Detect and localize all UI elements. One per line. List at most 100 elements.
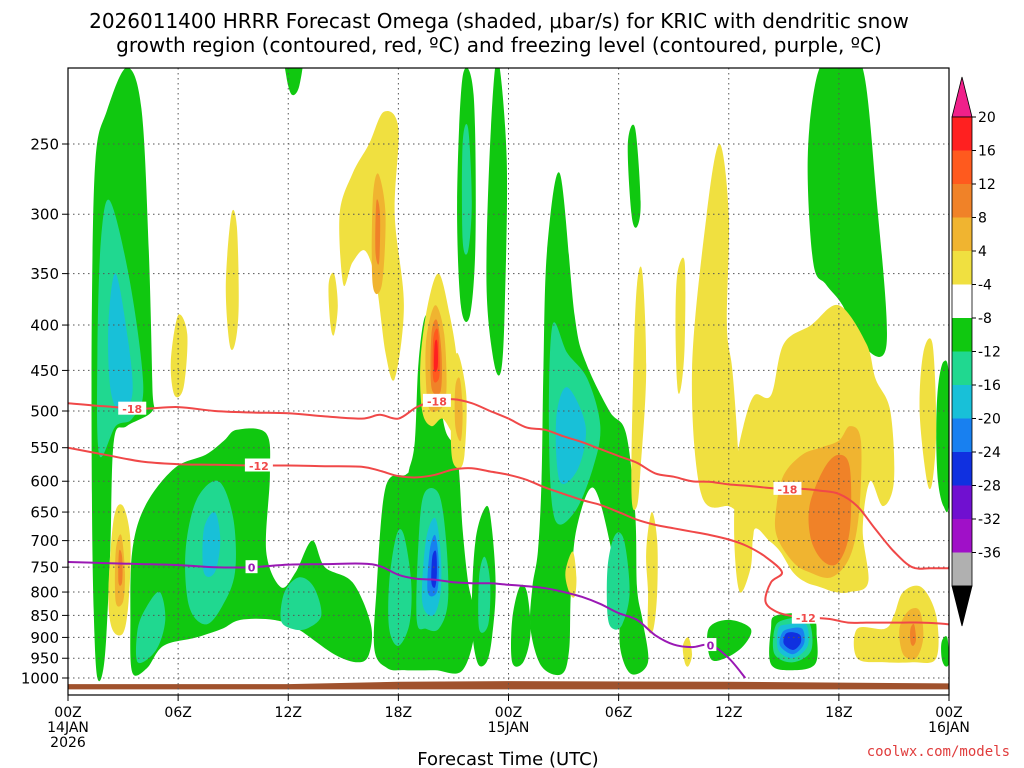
omega-region-59 [646,511,658,634]
omega-region-53 [675,257,686,394]
omega-region-50 [454,377,463,442]
colorbar-swatch-8 [952,385,972,419]
omega-region-54 [691,144,741,511]
omega-region-9 [388,529,412,646]
omega-region-2 [108,273,133,412]
colorbar-label-10: -24 [978,445,1001,461]
y-tick-label-900: 900 [30,629,59,647]
colorbar-label-2: 12 [978,177,996,193]
omega-region-24 [284,68,303,96]
omega-region-38 [170,314,188,398]
colorbar-swatch-13 [952,552,972,586]
y-tick-label-1000: 1000 [21,670,59,688]
omega-region-58 [739,467,755,548]
colorbar-label-3: 8 [978,211,987,227]
omega-region-16 [510,584,531,667]
y-tick-label-850: 850 [30,607,59,625]
omega-region-23 [461,123,472,255]
omega-region-63 [910,623,917,646]
omega-region-33 [936,360,949,513]
contour-label-bg-3 [244,458,273,472]
contour-label-2: -18 [778,483,798,496]
contour-label-0: -18 [122,403,142,416]
contour-label-1: -18 [427,395,447,408]
contour-label-3: -12 [249,460,269,473]
omega-region-57 [808,454,852,566]
y-tick-label-700: 700 [30,532,59,550]
credit-text[interactable]: coolwx.com/models [867,744,1010,760]
y-tick-label-500: 500 [30,402,59,420]
omega-region-6 [202,511,221,577]
colorbar-swatch-2 [952,184,972,218]
colorbar-label-6: -8 [978,311,992,327]
omega-region-20 [606,532,630,630]
contour-label-6: 0 [707,640,715,653]
x-tick-label-24-0: 00Z [495,705,522,721]
x-tick-label-18-0: 18Z [385,705,412,721]
contour-label-bg-1 [422,393,451,407]
chart-title: 2026011400 HRRR Forecast Omega (shaded, … [89,9,909,57]
omega-region-32 [783,632,802,650]
title-line-1: 2026011400 HRRR Forecast Omega (shaded, … [89,9,909,33]
x-tick-label-36-0: 12Z [715,705,742,721]
omega-region-26 [807,68,887,357]
colorbar-swatch-4 [952,251,972,285]
x-tick-label-42-0: 18Z [825,705,852,721]
contour--18 [68,398,949,570]
y-tick-label-300: 300 [30,206,59,224]
colorbar-swatch-6 [952,318,972,352]
x-tick-label-6-0: 06Z [164,705,191,721]
x-tick-label-24-1: 15JAN [488,720,530,736]
x-tick-label-0-1: 14JAN [47,720,89,736]
colorbar-swatch-3 [952,217,972,251]
contour-label-bg-5 [245,560,258,574]
colorbar-swatch-11 [952,485,972,519]
y-tick-label-750: 750 [30,559,59,577]
x-tick-label-12-0: 12Z [275,705,302,721]
colorbar-swatch-7 [952,351,972,385]
colorbar-swatch-0 [952,117,972,151]
omega-region-40 [328,272,338,336]
colorbar-label-13: -36 [978,546,1001,562]
contour-label-bg-4 [791,610,820,624]
omega-region-64 [919,338,937,490]
x-tick-label-30-0: 06Z [605,705,632,721]
colorbar-label-8: -16 [978,378,1001,394]
y-tick-label-800: 800 [30,584,59,602]
colorbar-label-4: 4 [978,244,987,260]
y-axis: 250 300 350 400 450 500 550 600 650 700 750 800 850 9… [21,135,68,688]
contour-label-bg-0 [118,401,147,415]
omega-region-51 [565,551,577,598]
y-tick-label-950: 950 [30,650,59,668]
omega-region-60 [682,637,692,667]
contour-labels: -18 -18 -18 -12 -12 0 0 [118,393,820,653]
y-tick-label-250: 250 [30,135,59,153]
omega-region-48 [433,339,439,372]
colorbar-label-0: 20 [978,110,996,126]
y-tick-label-350: 350 [30,265,59,283]
y-tick-label-550: 550 [30,439,59,457]
colorbar-swatch-9 [952,418,972,452]
colorbar-label-5: -4 [978,278,992,294]
x-axis-label: Forecast Time (UTC) [417,749,598,768]
title-line-2: growth region (contoured, red, ºC) and f… [116,33,882,57]
omega-region-43 [375,199,381,265]
colorbar-label-9: -20 [978,412,1001,428]
colorbar-label-1: 16 [978,144,996,160]
contour-label-5: 0 [248,562,256,575]
contour-label-4: -12 [796,612,816,625]
y-tick-label-600: 600 [30,473,59,491]
contour--12 [68,446,949,626]
y-tick-label-450: 450 [30,362,59,380]
omega-region-52 [631,266,647,511]
contour-label-bg-6 [704,638,717,652]
x-tick-label-0-0: 00Z [54,705,81,721]
omega-region-4 [135,591,166,664]
colorbar-swatch-5 [952,284,972,318]
x-tick-label-48-0: 00Z [935,705,962,721]
x-tick-label-48-1: 16JAN [928,720,970,736]
omega-region-25 [627,124,641,228]
omega-region-34 [941,636,949,667]
